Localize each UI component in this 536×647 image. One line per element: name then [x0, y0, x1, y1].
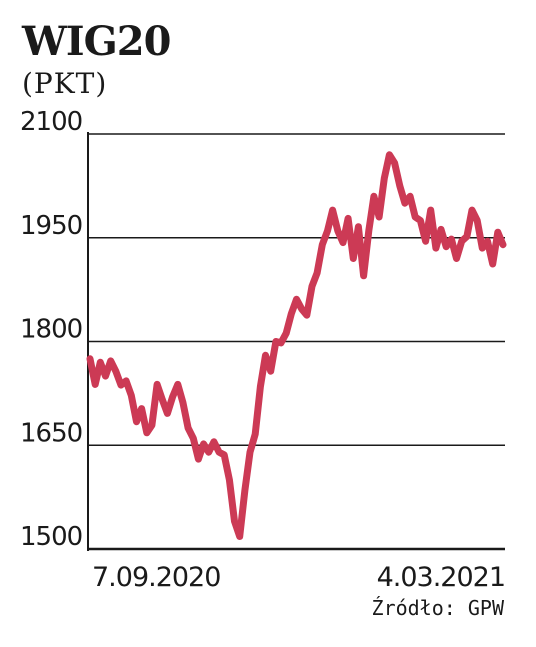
gridlines	[88, 133, 505, 551]
source-note: Źródło: GPW	[371, 596, 504, 620]
y-tick-labels: 1500 1650 1800 1950 2100	[20, 107, 83, 552]
y-tick-label-1800: 1800	[20, 315, 82, 345]
chart-title: WIG20	[22, 18, 171, 65]
x-tick-label-end: 4.03.2021	[377, 562, 505, 593]
y-tick-label-1650: 1650	[20, 418, 82, 448]
y-tick-label-2100: 2100	[20, 107, 82, 137]
y-tick-label-1500: 1500	[20, 522, 82, 552]
x-tick-label-start: 7.09.2020	[92, 562, 220, 593]
y-tick-label-1950: 1950	[20, 211, 82, 241]
unit-label: (PKT)	[22, 67, 108, 100]
series-line	[86, 151, 507, 540]
